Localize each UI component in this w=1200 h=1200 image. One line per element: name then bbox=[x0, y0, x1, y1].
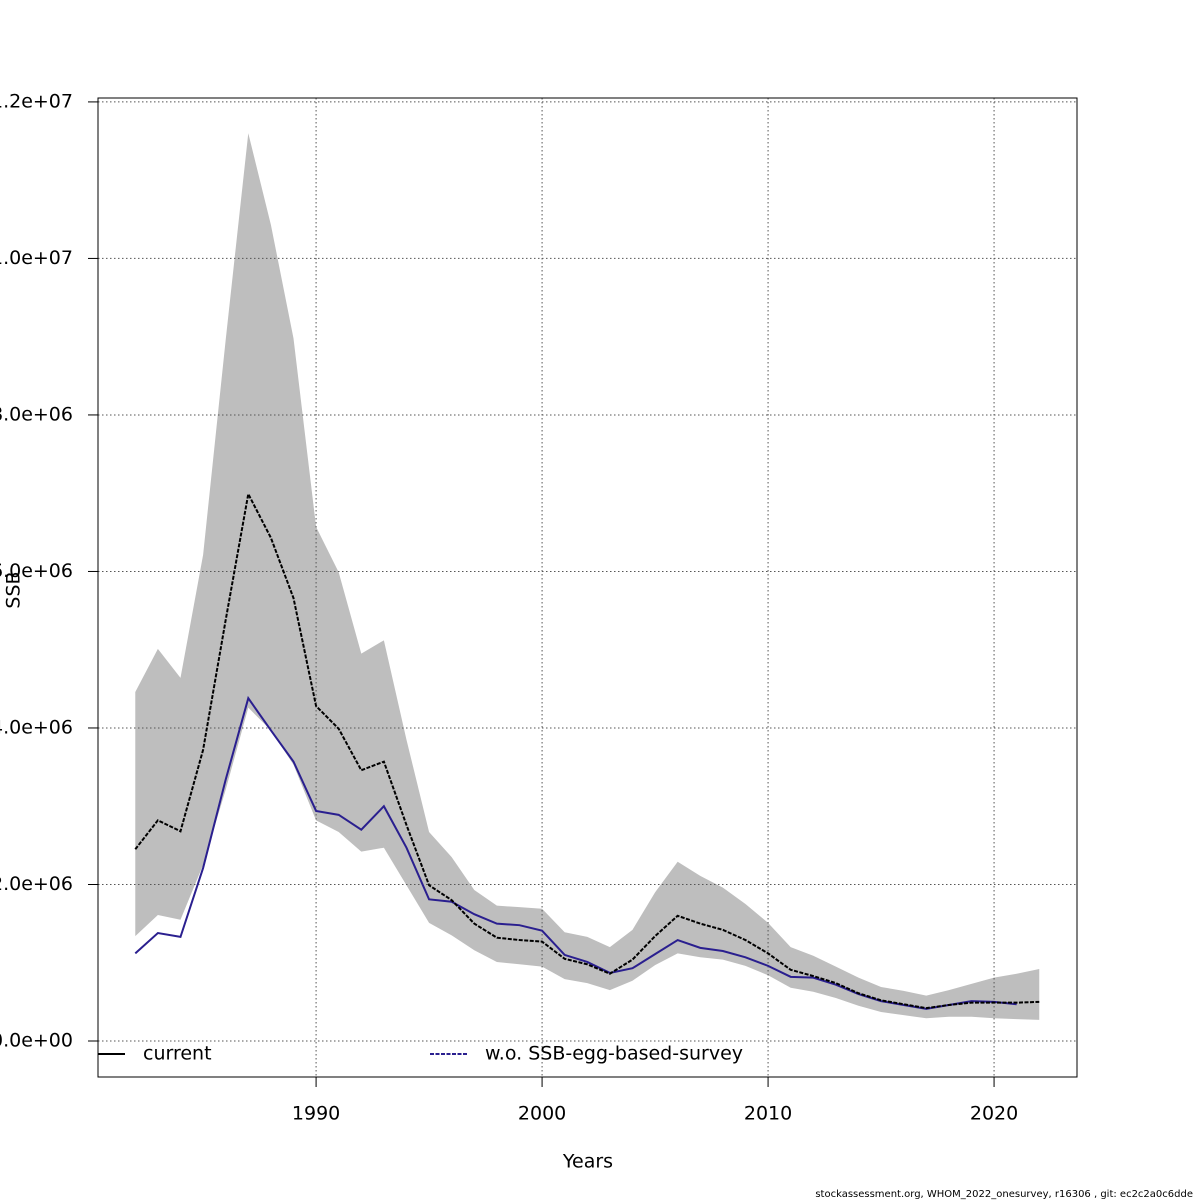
y-tick-label: 0.0e+00 bbox=[0, 1030, 73, 1052]
y-tick-label: 4.0e+06 bbox=[0, 716, 73, 738]
series-line bbox=[134, 490, 1040, 1010]
x-tick-label: 1990 bbox=[292, 1103, 340, 1125]
x-tick-label: 2000 bbox=[518, 1103, 566, 1125]
legend-label: current bbox=[143, 1043, 212, 1065]
y-tick-label: 1.0e+07 bbox=[0, 247, 73, 269]
x-tick-label: 2020 bbox=[970, 1103, 1018, 1125]
y-tick-label: 2.0e+06 bbox=[0, 873, 73, 895]
x-axis-label: Years bbox=[562, 1151, 613, 1173]
y-axis-label: SSB bbox=[3, 571, 25, 608]
legend-label: w.o. SSB-egg-based-survey bbox=[485, 1043, 743, 1065]
y-tick-label: 1.2e+07 bbox=[0, 90, 73, 112]
y-tick-label: 6.0e+06 bbox=[0, 560, 73, 582]
confidence-band bbox=[135, 133, 1040, 1020]
x-tick-label: 2010 bbox=[744, 1103, 792, 1125]
y-tick-label: 8.0e+06 bbox=[0, 403, 73, 425]
footer: stockassessment.org, WHOM_2022_onesurvey… bbox=[815, 1189, 1193, 1200]
plot-frame bbox=[97, 97, 1078, 1078]
